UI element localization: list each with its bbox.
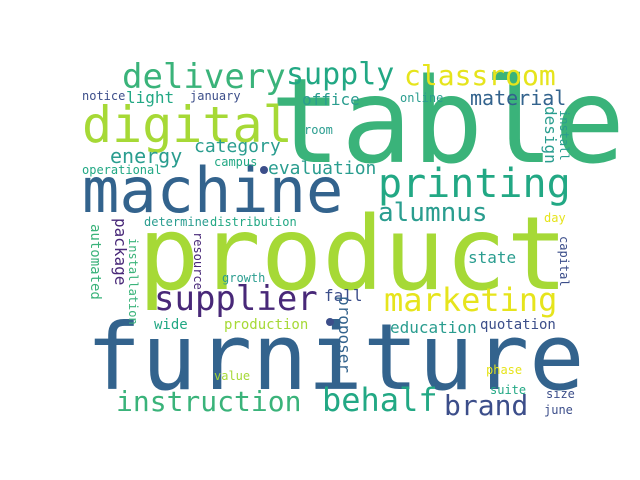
word-wide: wide xyxy=(154,317,188,333)
word-energy: energy xyxy=(110,144,183,168)
word-room: room xyxy=(304,123,333,137)
word-installation: installation xyxy=(126,238,140,325)
word-june: june xyxy=(544,403,573,417)
dot-mark xyxy=(260,166,268,174)
word-distribution: distribution xyxy=(210,215,297,229)
word-marketing: marketing xyxy=(384,281,558,319)
word-education: education xyxy=(390,318,477,337)
word-digital: digital xyxy=(82,96,293,154)
word-design: design xyxy=(541,106,560,164)
word-supply: supply xyxy=(286,57,395,92)
word-campus: campus xyxy=(214,155,258,169)
word-january: january xyxy=(190,89,241,103)
word-table: table xyxy=(270,52,626,190)
word-install: install xyxy=(557,110,571,161)
word-resource: resource xyxy=(191,232,205,290)
word-size: size xyxy=(546,387,575,401)
word-supplier: supplier xyxy=(154,279,318,319)
word-category: category xyxy=(194,136,281,157)
word-brand: brand xyxy=(444,389,529,422)
word-behalf: behalf xyxy=(322,381,438,419)
word-phase: phase xyxy=(486,363,523,377)
dot-mark xyxy=(326,318,334,326)
word-automated: automated xyxy=(87,224,103,300)
word-machine: machine xyxy=(82,154,344,227)
word-printing: printing xyxy=(378,161,571,207)
word-quotation: quotation xyxy=(480,317,556,333)
word-delivery: delivery xyxy=(122,57,286,97)
word-notice: notice xyxy=(82,89,126,103)
word-fall: fall xyxy=(324,286,363,305)
word-evaluation: evaluation xyxy=(268,158,377,179)
word-product: product xyxy=(138,195,568,314)
word-instruction: instruction xyxy=(116,385,302,418)
word-state: state xyxy=(468,248,517,267)
word-alumnus: alumnus xyxy=(378,198,488,228)
word-day: day xyxy=(544,211,566,225)
word-material: material xyxy=(470,86,567,110)
word-operational: operational xyxy=(82,163,162,177)
word-furniture: furniture xyxy=(86,304,585,411)
word-determine: determine xyxy=(144,215,210,229)
word-classroom: classroom xyxy=(404,59,556,92)
word-production: production xyxy=(224,317,309,333)
word-suite: suite xyxy=(490,383,527,397)
word-growth: growth xyxy=(222,271,266,285)
word-capital: capital xyxy=(557,236,571,287)
word-proposer: proposer xyxy=(335,296,354,374)
word-light: light xyxy=(126,88,175,107)
word-value: value xyxy=(214,369,251,383)
word-online: online xyxy=(400,91,444,105)
word-office: office xyxy=(302,90,360,109)
